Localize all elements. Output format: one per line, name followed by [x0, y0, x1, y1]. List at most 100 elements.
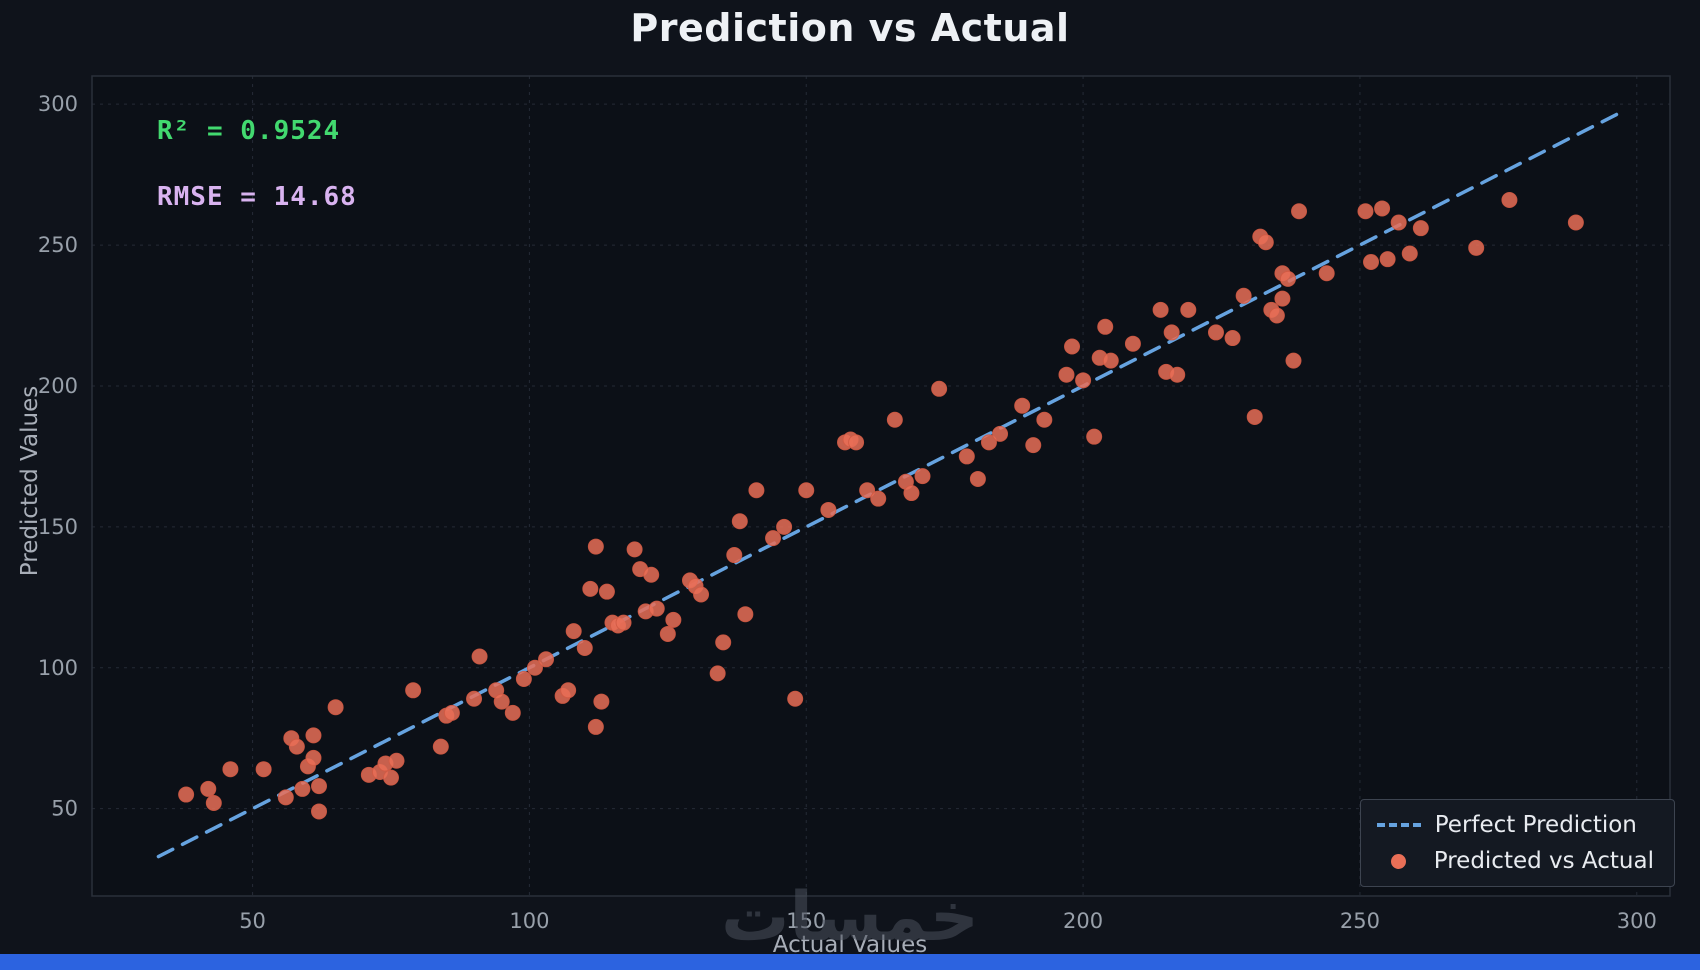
- scatter-point: [466, 690, 483, 707]
- scatter-point: [311, 803, 328, 820]
- scatter-point: [1501, 191, 1518, 208]
- scatter-point: [615, 614, 632, 631]
- scatter-point: [382, 769, 399, 786]
- x-tick-label: 150: [786, 909, 826, 933]
- scatter-point: [870, 490, 887, 507]
- scatter-point: [798, 482, 815, 499]
- scatter-point: [665, 611, 682, 628]
- scatter-point: [515, 671, 532, 688]
- scatter-point: [1086, 428, 1103, 445]
- scatter-point: [305, 749, 322, 766]
- scatter-point: [305, 727, 322, 744]
- scatter-point: [859, 482, 876, 499]
- scatter-point: [1285, 352, 1302, 369]
- scatter-point: [748, 482, 765, 499]
- x-axis-label: Actual Values: [772, 932, 928, 958]
- bottom-brand-bar: [0, 954, 1700, 970]
- scatter-point: [931, 380, 948, 397]
- scatter-point: [1274, 290, 1291, 307]
- scatter-point: [178, 786, 195, 803]
- x-tick-label: 300: [1617, 909, 1657, 933]
- scatter-point: [737, 606, 754, 623]
- scatter-point: [1169, 366, 1186, 383]
- scatter-point: [1401, 245, 1418, 262]
- scatter-point: [277, 789, 294, 806]
- scatter-point: [1374, 200, 1391, 217]
- scatter-point: [659, 625, 676, 642]
- scatter-point: [848, 434, 865, 451]
- scatter-point: [731, 513, 748, 530]
- scatter-point: [903, 485, 920, 502]
- scatter-point: [432, 738, 449, 755]
- scatter-point: [1224, 330, 1241, 347]
- scatter-point: [443, 704, 460, 721]
- scatter-point: [1257, 234, 1274, 251]
- scatter-point: [958, 448, 975, 465]
- scatter-point: [1379, 251, 1396, 268]
- x-tick-label: 100: [509, 909, 549, 933]
- scatter-point: [1075, 372, 1092, 389]
- scatter-point: [405, 682, 422, 699]
- scatter-point: [1235, 287, 1252, 304]
- x-tick-label: 250: [1340, 909, 1380, 933]
- scatter-point: [992, 425, 1009, 442]
- y-axis-label: Predicted Values: [17, 385, 43, 577]
- scatter-point: [1163, 324, 1180, 341]
- scatter-point: [886, 411, 903, 428]
- scatter-marker-swatch-icon: [1390, 853, 1406, 869]
- scatter-point: [526, 659, 543, 676]
- y-tick-label: 100: [38, 656, 78, 680]
- scatter-point: [222, 761, 239, 778]
- y-tick-label: 300: [38, 92, 78, 116]
- scatter-point: [1246, 408, 1263, 425]
- legend: Perfect Prediction Predicted vs Actual: [1359, 799, 1675, 887]
- legend-entry-predicted-vs-actual: Predicted vs Actual: [1377, 848, 1654, 874]
- scatter-point: [1567, 214, 1584, 231]
- legend-label: Predicted vs Actual: [1433, 848, 1654, 874]
- scatter-point: [205, 795, 222, 812]
- scatter-point: [1036, 411, 1053, 428]
- scatter-point: [1268, 307, 1285, 324]
- scatter-point: [1064, 338, 1081, 355]
- scatter-point: [1097, 318, 1114, 335]
- scatter-point: [914, 468, 931, 485]
- scatter-point: [726, 547, 743, 564]
- scatter-point: [715, 634, 732, 651]
- scatter-point: [980, 434, 997, 451]
- scatter-point: [1318, 265, 1335, 282]
- scatter-point: [820, 501, 837, 518]
- scatter-point: [1152, 301, 1169, 318]
- x-tick-label: 50: [239, 909, 266, 933]
- legend-entry-perfect-prediction: Perfect Prediction: [1376, 812, 1654, 838]
- scatter-point: [504, 704, 521, 721]
- scatter-point: [560, 682, 577, 699]
- scatter-point: [626, 541, 643, 558]
- scatter-point: [776, 518, 793, 535]
- scatter-point: [593, 693, 610, 710]
- scatter-point: [311, 778, 328, 795]
- scatter-point: [1468, 239, 1485, 256]
- scatter-point: [598, 583, 615, 600]
- scatter-point: [255, 761, 272, 778]
- scatter-point: [471, 648, 488, 665]
- scatter-point: [538, 651, 555, 668]
- scatter-point: [200, 780, 217, 797]
- scatter-point: [1025, 437, 1042, 454]
- scatter-point: [582, 580, 599, 597]
- legend-label: Perfect Prediction: [1434, 812, 1637, 838]
- scatter-point: [1363, 253, 1380, 270]
- scatter-point: [787, 690, 804, 707]
- y-tick-label: 150: [38, 515, 78, 539]
- scatter-point: [1124, 335, 1141, 352]
- scatter-point: [294, 780, 311, 797]
- scatter-point: [576, 640, 593, 657]
- scatter-point: [765, 530, 782, 547]
- scatter-point: [565, 623, 582, 640]
- scatter-point: [1279, 270, 1296, 287]
- scatter-point: [709, 665, 726, 682]
- scatter-point: [969, 470, 986, 487]
- scatter-point: [587, 718, 604, 735]
- scatter-point: [1357, 203, 1374, 220]
- y-tick-label: 50: [51, 797, 78, 821]
